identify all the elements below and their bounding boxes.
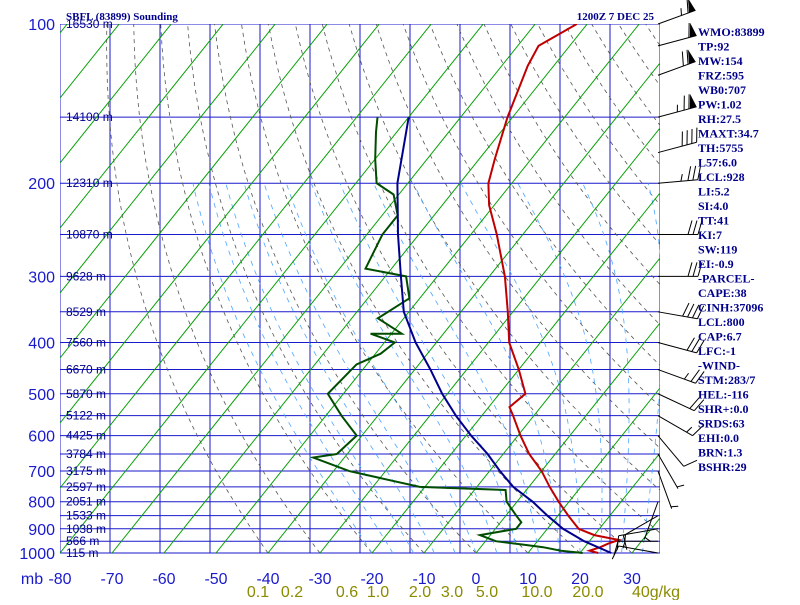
height-label: 1533 m xyxy=(66,509,106,523)
mixing-ratio-label: 0.1 xyxy=(247,584,269,600)
wind-barb-halfflag xyxy=(671,506,678,507)
height-label: 7560 m xyxy=(66,335,106,349)
mixing-ratio-label: 0.6 xyxy=(336,584,358,600)
index-line: LCL:928 xyxy=(698,170,745,184)
temperature-tick-label: -50 xyxy=(204,571,227,588)
pressure-tick-label: 300 xyxy=(28,269,55,286)
height-label: 12310 m xyxy=(66,176,113,190)
mixing-ratio-label: 1.0 xyxy=(367,584,389,600)
index-line: LI:5.2 xyxy=(698,185,730,199)
height-label: 3784 m xyxy=(66,447,106,461)
index-line: -WIND- xyxy=(698,359,740,373)
height-label: 5122 m xyxy=(66,409,106,423)
chart-title: SBFL (83899) Sounding xyxy=(66,11,178,23)
height-label: 9628 m xyxy=(66,269,106,283)
index-line: L57:6.0 xyxy=(698,156,737,170)
index-line: SHR+:0.0 xyxy=(698,402,749,416)
index-line: EI:-0.9 xyxy=(698,257,734,271)
index-line: CINH:37096 xyxy=(698,301,763,315)
index-line: MAXT:34.7 xyxy=(698,127,759,141)
mixing-ratio-label: 3.0 xyxy=(441,584,463,600)
height-label: 4425 m xyxy=(66,429,106,443)
pressure-unit-label: mb xyxy=(21,571,43,588)
index-line: CAPE:38 xyxy=(698,286,747,300)
wind-barb-halfflag xyxy=(681,8,682,15)
index-line: TT:41 xyxy=(698,214,729,228)
height-label: 2597 m xyxy=(66,480,106,494)
height-label: 10870 m xyxy=(66,228,113,242)
index-line: SI:4.0 xyxy=(698,199,728,213)
pressure-tick-label: 800 xyxy=(28,495,55,512)
pressure-tick-label: 100 xyxy=(28,17,55,34)
index-line: EHI:0.0 xyxy=(698,431,739,445)
pressure-tick-label: 200 xyxy=(28,176,55,193)
index-line: LCL:800 xyxy=(698,315,745,329)
index-line: FRZ:595 xyxy=(698,69,744,83)
index-line: STM:283/7 xyxy=(698,373,755,387)
pressure-tick-label: 400 xyxy=(28,335,55,352)
index-line: BRN:1.3 xyxy=(698,446,742,460)
index-line: LFC:-1 xyxy=(698,344,736,358)
temperature-tick-label: -70 xyxy=(100,571,123,588)
index-line: WMO:83899 xyxy=(698,25,765,39)
index-line: HEL:-116 xyxy=(698,388,749,402)
height-label: 3175 m xyxy=(66,464,106,478)
height-label: 115 m xyxy=(66,546,98,560)
index-line: PW:1.02 xyxy=(698,98,742,112)
height-label: 2051 m xyxy=(66,495,106,509)
mixing-ratio-label: 40g/kg xyxy=(632,584,680,600)
chart-valid-time: 1200Z 7 DEC 25 xyxy=(577,11,655,23)
index-line: BSHR:29 xyxy=(698,460,747,474)
temperature-tick-label: -60 xyxy=(152,571,175,588)
index-line: MW:154 xyxy=(698,54,743,68)
index-line: KI:7 xyxy=(698,228,722,242)
pressure-tick-label: 600 xyxy=(28,429,55,446)
index-line: TP:92 xyxy=(698,40,729,54)
index-line: RH:27.5 xyxy=(698,112,741,126)
pressure-tick-label: 500 xyxy=(28,387,55,404)
pressure-tick-label: 900 xyxy=(28,522,55,539)
temperature-tick-label: -30 xyxy=(308,571,331,588)
temperature-tick-label: -80 xyxy=(48,571,71,588)
mixing-ratio-label: 2.0 xyxy=(409,584,431,600)
index-line: WB0:707 xyxy=(698,83,746,97)
pressure-tick-label: 1000 xyxy=(19,546,55,563)
height-label: 6670 m xyxy=(66,363,106,377)
index-line: SW:119 xyxy=(698,243,737,257)
mixing-ratio-label: 5.0 xyxy=(476,584,498,600)
mixing-ratio-label: 20.0 xyxy=(572,584,603,600)
index-line: CAP:6.7 xyxy=(698,330,742,344)
height-label: 14100 m xyxy=(66,110,113,124)
height-label: 8529 m xyxy=(66,305,106,319)
height-label: 5870 m xyxy=(66,387,106,401)
index-line: -PARCEL- xyxy=(698,272,754,286)
mixing-ratio-label: 0.2 xyxy=(281,584,303,600)
mixing-ratio-label: 10.0 xyxy=(521,584,552,600)
index-line: SRDS:63 xyxy=(698,417,745,431)
pressure-tick-label: 700 xyxy=(28,464,55,481)
index-line: TH:5755 xyxy=(698,141,743,155)
